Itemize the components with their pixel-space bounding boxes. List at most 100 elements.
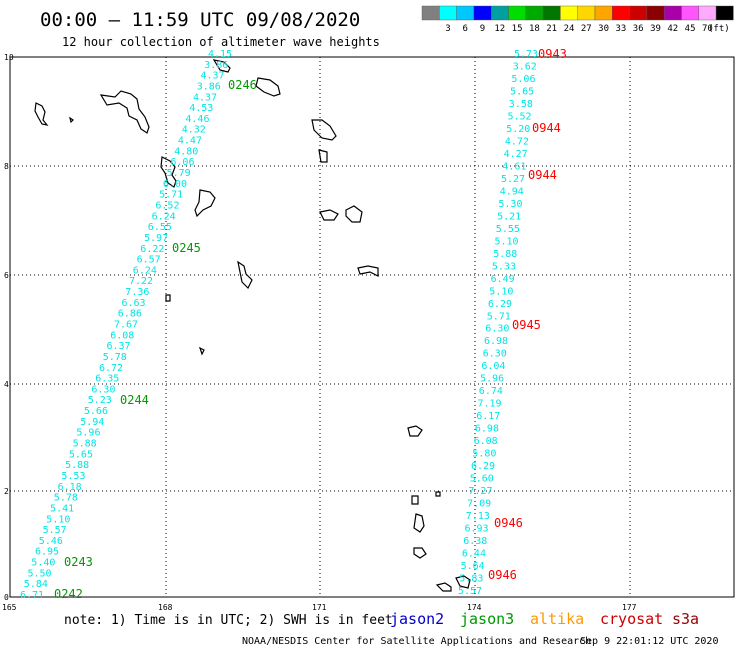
wave-height-value: 6.95 [35, 547, 59, 558]
wave-height-value: 5.06 [511, 74, 535, 85]
pass-time-label: 0244 [120, 393, 149, 407]
wave-height-value: 5.73 [514, 49, 538, 60]
y-tick-label: 4 [4, 380, 9, 389]
wave-height-value: 4.32 [182, 125, 206, 136]
wave-height-value: 6.74 [479, 386, 503, 397]
wave-height-value: 3.86 [204, 60, 228, 71]
legend-label: 21 [546, 24, 557, 34]
altimeter-tracks: 6.715.845.505.406.955.465.575.105.415.78… [20, 47, 567, 601]
legend-swatch [560, 5, 578, 21]
legend-swatch [646, 5, 665, 21]
y-tick-labels: 10 8 6 4 2 0 [4, 53, 14, 602]
island [345, 205, 363, 223]
island [165, 294, 171, 302]
pass-time-label: 0946 [494, 516, 523, 530]
wave-height-value: 5.71 [159, 190, 183, 201]
x-tick-label: 165 [2, 603, 17, 612]
legend-label: 36 [633, 24, 644, 34]
satellite-name: jason2 [390, 610, 444, 628]
wave-height-value: 5.23 [88, 395, 112, 406]
wave-height-value: 6.37 [107, 341, 131, 352]
wave-height-value: 7.13 [466, 511, 490, 522]
legend-label: 12 [494, 24, 505, 34]
wave-height-value: 6.35 [95, 374, 119, 385]
legend-swatch [542, 5, 561, 21]
island [194, 189, 216, 218]
wave-height-value: 5.88 [73, 439, 97, 450]
wave-height-value: 5.78 [103, 352, 127, 363]
legend-label: 18 [529, 24, 540, 34]
wave-height-value: 6.57 [137, 255, 161, 266]
island [237, 260, 253, 290]
wave-height-value: 5.94 [80, 417, 104, 428]
x-tick-labels: 165 168 171 174 177 [2, 603, 637, 612]
legend-label: 70 [702, 24, 713, 34]
map-subtitle: 12 hour collection of altimeter wave hei… [62, 35, 380, 49]
island [411, 495, 419, 505]
legend-swatch [577, 5, 596, 21]
wave-height-value: 3.62 [513, 62, 537, 73]
wave-height-value: 6.30 [91, 384, 115, 395]
wave-height-value: 5.79 [167, 168, 191, 179]
legend-swatch [439, 5, 457, 21]
wave-height-value: 6.29 [471, 461, 495, 472]
wave-height-value: 6.38 [463, 536, 487, 547]
wave-height-value: 5.57 [458, 586, 482, 597]
wave-height-value: 4.47 [178, 136, 202, 147]
island [160, 156, 177, 188]
wave-height-value: 6.24 [133, 265, 157, 276]
legend-label: 33 [615, 24, 626, 34]
satellite-name: altika [530, 610, 584, 628]
legend-label: 24 [564, 24, 575, 34]
wave-height-value: 5.10 [495, 236, 519, 247]
island [34, 102, 49, 126]
legend-unit: (ft) [708, 24, 730, 34]
wave-height-value: 6.86 [118, 309, 142, 320]
wave-height-value: 5.21 [497, 211, 521, 222]
x-tick-label: 177 [622, 603, 637, 612]
y-tick-label: 6 [4, 271, 9, 280]
satellite-name: jason3 [460, 610, 514, 628]
legend-swatch [629, 5, 648, 21]
wave-height-value: 5.88 [493, 249, 517, 260]
wave-height-value: 5.96 [480, 374, 504, 385]
legend-label: 3 [445, 24, 450, 34]
legend-swatch [491, 5, 509, 21]
wave-height-value: 7.09 [467, 499, 491, 510]
legend-swatch [421, 5, 440, 21]
legend-label: 27 [581, 24, 592, 34]
wave-height-value: 4.94 [500, 186, 524, 197]
island [413, 547, 427, 559]
pass-time-label: 0946 [488, 568, 517, 582]
wave-height-value: 5.66 [84, 406, 108, 417]
wave-height-value: 5.80 [472, 449, 496, 460]
wave-height-value: 3.86 [197, 82, 221, 93]
island [318, 149, 328, 163]
satellite-legend: jason2 jason3 altika cryosat s3a [390, 610, 699, 628]
wave-height-value: 6.98 [484, 336, 508, 347]
x-tick-label: 174 [467, 603, 482, 612]
map-title: 00:00 – 11:59 UTC 09/08/2020 [40, 9, 360, 31]
wave-height-value: 6.52 [155, 201, 179, 212]
wave-height-value: 5.20 [506, 124, 530, 135]
legend-swatch [698, 5, 717, 21]
wave-height-value: 5.96 [76, 428, 100, 439]
wave-height-value: 6.63 [122, 298, 146, 309]
wave-height-value: 6.30 [483, 349, 507, 360]
island [319, 209, 339, 221]
wave-height-value: 6.29 [488, 299, 512, 310]
island [435, 582, 452, 592]
wave-height-value: 7.27 [468, 486, 492, 497]
pass-time-label: 0243 [64, 555, 93, 569]
footer-timestamp: Sep 9 22:01:12 UTC 2020 [580, 636, 718, 647]
island-outlines [34, 59, 471, 592]
wave-height-value: 5.40 [31, 558, 55, 569]
wave-height-value: 5.88 [65, 460, 89, 471]
wave-height-value: 7.19 [478, 399, 502, 410]
wave-height-value: 6.93 [465, 524, 489, 535]
legend-swatch [612, 5, 630, 21]
legend-swatch [715, 5, 734, 21]
pass-time-label: 0245 [172, 241, 201, 255]
